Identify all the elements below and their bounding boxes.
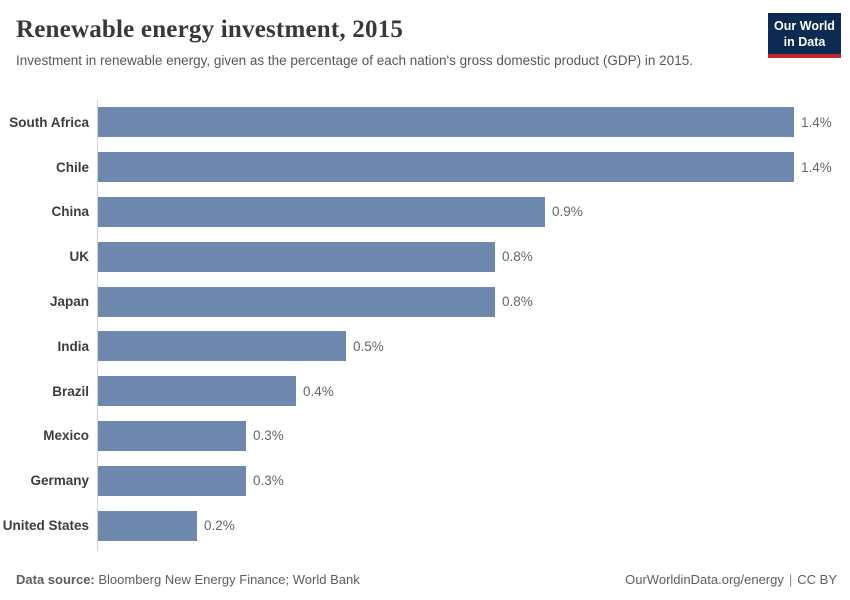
- bar-row: Japan 0.8%: [0, 279, 850, 324]
- bar: [97, 241, 495, 272]
- bar: [97, 420, 246, 451]
- bar: [97, 152, 794, 183]
- data-source-label: Data source:: [16, 572, 95, 587]
- bar-row: UK 0.8%: [0, 234, 850, 279]
- value-label: 1.4%: [801, 114, 832, 130]
- category-label: UK: [69, 249, 90, 265]
- owid-logo: Our World in Data: [768, 13, 841, 58]
- footer-separator: |: [788, 572, 793, 587]
- category-label: Japan: [49, 294, 89, 310]
- value-label: 0.5%: [353, 338, 384, 354]
- value-label: 0.9%: [552, 204, 583, 220]
- y-axis-line: [97, 100, 98, 551]
- category-label: Germany: [30, 473, 89, 489]
- bar-row: China 0.9%: [0, 190, 850, 235]
- bar-track: 1.4%: [97, 100, 850, 145]
- owid-logo-line1: Our World: [774, 19, 835, 33]
- bar-row: Chile 1.4%: [0, 145, 850, 190]
- category-label: United States: [2, 518, 89, 534]
- owid-url-link[interactable]: OurWorldinData.org/energy: [625, 572, 784, 587]
- bar-row: South Africa 1.4%: [0, 100, 850, 145]
- bar-track: 0.3%: [97, 414, 850, 459]
- bar-track: 0.9%: [97, 190, 850, 235]
- value-label: 0.3%: [253, 473, 284, 489]
- bar-track: 0.3%: [97, 458, 850, 503]
- bar: [97, 510, 197, 541]
- bar: [97, 331, 346, 362]
- chart-subtitle: Investment in renewable energy, given as…: [16, 52, 693, 68]
- license-label: CC BY: [797, 572, 837, 587]
- bar-track: 0.4%: [97, 369, 850, 414]
- bar-row: Germany 0.3%: [0, 458, 850, 503]
- bar-row: United States 0.2%: [0, 503, 850, 548]
- bar: [97, 107, 794, 138]
- value-label: 0.8%: [502, 294, 533, 310]
- bar-track: 0.2%: [97, 503, 850, 548]
- category-label: Brazil: [52, 383, 89, 399]
- value-label: 0.2%: [204, 518, 235, 534]
- bar: [97, 376, 296, 407]
- data-source-note: Data source: Bloomberg New Energy Financ…: [16, 572, 360, 587]
- chart-header: Renewable energy investment, 2015 Invest…: [0, 0, 850, 70]
- bar: [97, 465, 246, 496]
- data-source-text: Bloomberg New Energy Finance; World Bank: [98, 572, 360, 587]
- bar-track: 0.8%: [97, 234, 850, 279]
- chart-title: Renewable energy investment, 2015: [16, 16, 404, 43]
- value-label: 1.4%: [801, 159, 832, 175]
- bar-row: India 0.5%: [0, 324, 850, 369]
- bar: [97, 286, 495, 317]
- chart-footer: Data source: Bloomberg New Energy Financ…: [16, 572, 837, 587]
- bar-chart: South Africa 1.4% Chile 1.4% China 0.9% UK 0.8%…: [0, 100, 850, 551]
- category-label: India: [57, 338, 89, 354]
- bar-row: Brazil 0.4%: [0, 369, 850, 414]
- attribution: OurWorldinData.org/energy | CC BY: [625, 572, 837, 587]
- value-label: 0.4%: [303, 383, 334, 399]
- value-label: 0.8%: [502, 249, 533, 265]
- category-label: Chile: [55, 159, 89, 175]
- bar-track: 0.5%: [97, 324, 850, 369]
- bar: [97, 196, 545, 227]
- bar-track: 0.8%: [97, 279, 850, 324]
- bar-row: Mexico 0.3%: [0, 414, 850, 459]
- category-label: Mexico: [43, 428, 89, 444]
- value-label: 0.3%: [253, 428, 284, 444]
- bar-track: 1.4%: [97, 145, 850, 190]
- category-label: China: [51, 204, 89, 220]
- owid-logo-line2: in Data: [783, 35, 826, 49]
- category-label: South Africa: [9, 114, 89, 130]
